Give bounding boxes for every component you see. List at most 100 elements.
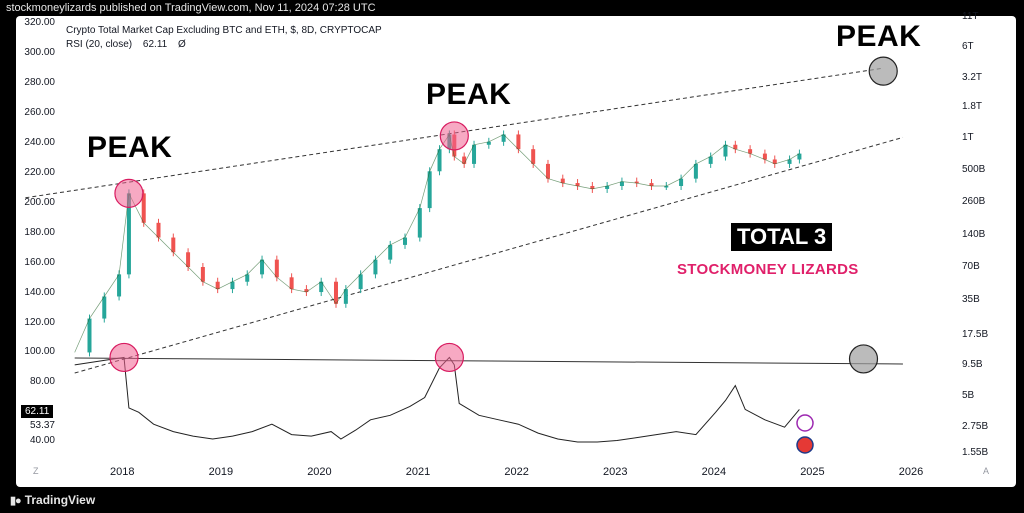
left-axis-tick: 160.00 — [24, 257, 55, 268]
price-candle — [679, 178, 684, 186]
price-candle — [748, 149, 753, 154]
price-candle — [245, 274, 250, 282]
trendline-0 — [25, 67, 884, 199]
price-candle — [304, 289, 309, 293]
price-candle — [358, 274, 363, 290]
price-candle — [417, 208, 422, 238]
legend-title: Crypto Total Market Cap Excluding BTC an… — [66, 25, 382, 36]
right-axis-tick: 9.5B — [962, 359, 983, 370]
price-candle — [664, 186, 669, 188]
chart-panel — [16, 16, 1016, 487]
us-flag-icon — [796, 436, 814, 454]
x-axis-tick: 2023 — [603, 466, 628, 478]
total3-badge: TOTAL 3 — [731, 223, 833, 251]
price-candle — [141, 193, 146, 223]
tradingview-logo-icon: ▮● — [10, 495, 22, 507]
peak-label-2021: PEAK — [426, 78, 512, 111]
rsi-current-badge: 62.11 — [21, 405, 54, 418]
tradingview-logo-text: TradingView — [24, 493, 96, 507]
left-axis-tick: 120.00 — [24, 317, 55, 328]
chart-legend: Crypto Total Market Cap Excluding BTC an… — [66, 24, 382, 52]
right-axis-tick: 500B — [962, 164, 986, 175]
price-candle — [333, 281, 338, 304]
right-axis-tick: 5B — [962, 390, 975, 401]
price-candle — [87, 318, 92, 353]
price-candle — [274, 259, 279, 278]
tradingview-logo: ▮● TradingView — [10, 493, 95, 507]
peak-label-2018: PEAK — [87, 131, 173, 164]
rsi-series-line — [74, 356, 800, 443]
price-candle — [733, 144, 738, 150]
price-candle — [373, 259, 378, 275]
price-candle — [501, 134, 506, 142]
price-candle — [787, 159, 792, 164]
footer-bar: ▮● TradingView — [0, 487, 1024, 513]
x-axis-tick: 2024 — [701, 466, 727, 478]
price-candle — [260, 259, 265, 275]
legend-rsi: RSI (20, close) 62.11 Ø — [66, 38, 382, 52]
target-marker-5 — [848, 344, 879, 374]
left-axis-tick: 140.00 — [24, 287, 55, 298]
zoom-corner-icon[interactable]: Z — [33, 466, 39, 476]
right-axis-tick: 11T — [962, 11, 979, 22]
price-candle — [649, 183, 654, 186]
x-axis-tick: 2025 — [800, 466, 825, 478]
price-candle — [531, 149, 536, 164]
price-candle — [343, 289, 348, 304]
price-candle — [472, 144, 477, 164]
right-axis-tick: 260B — [962, 196, 986, 207]
target-marker-2 — [868, 56, 898, 86]
price-candle — [723, 144, 728, 157]
price-candle — [772, 159, 777, 164]
right-axis-tick: 35B — [962, 294, 980, 305]
alert-icon — [796, 414, 814, 432]
peak-marker-1 — [439, 121, 469, 151]
left-axis-tick: 80.00 — [29, 376, 55, 387]
left-axis-tick: 280.00 — [24, 77, 55, 88]
brand-watermark: STOCKMONEY LIZARDS — [677, 261, 859, 278]
price-candle — [102, 296, 107, 319]
price-candle — [545, 163, 550, 179]
price-candle — [486, 141, 491, 145]
price-candle — [762, 153, 767, 160]
right-axis-tick: 140B — [962, 229, 986, 240]
price-candle — [708, 156, 713, 164]
legend-rsi-extra: Ø — [178, 39, 186, 50]
price-candle — [427, 171, 432, 209]
price-candle — [117, 274, 122, 297]
x-axis-tick: 2020 — [307, 466, 332, 478]
right-axis-tick: 17.5B — [962, 329, 989, 340]
rsi-secondary-value: 53.37 — [29, 420, 55, 431]
left-axis-tick: 240.00 — [24, 137, 55, 148]
price-candle — [462, 156, 467, 164]
left-axis-tick: 220.00 — [24, 167, 55, 178]
x-axis-tick: 2021 — [405, 466, 431, 478]
autoscale-corner-icon[interactable]: A — [983, 466, 990, 476]
right-axis-tick: 1.55B — [962, 447, 989, 458]
peak-marker-3 — [109, 342, 139, 373]
price-candle — [560, 178, 565, 184]
legend-rsi-value: 62.11 — [142, 39, 168, 50]
right-axis-tick: 2.75B — [962, 421, 989, 432]
price-candle — [693, 163, 698, 179]
x-axis-tick: 2018 — [110, 466, 135, 478]
price-candle — [230, 281, 235, 290]
price-candle — [200, 267, 205, 282]
left-axis-tick: 200.00 — [24, 197, 55, 208]
price-candle — [171, 237, 176, 253]
price-candle — [403, 237, 408, 245]
left-axis-tick: 260.00 — [24, 107, 55, 118]
price-candle — [575, 183, 580, 186]
trendline-2 — [74, 357, 903, 365]
x-axis-tick: 2019 — [208, 466, 234, 478]
left-axis-tick: 100.00 — [24, 346, 55, 357]
right-axis-tick: 1.8T — [962, 101, 983, 112]
price-candle — [186, 252, 191, 267]
peak-marker-4 — [434, 342, 464, 373]
price-series-line — [74, 133, 800, 353]
x-axis-tick: 2026 — [898, 466, 924, 478]
right-axis-tick: 1T — [962, 132, 974, 143]
price-candle — [289, 277, 294, 290]
publisher-line: stockmoneylizards published on TradingVi… — [6, 2, 376, 14]
